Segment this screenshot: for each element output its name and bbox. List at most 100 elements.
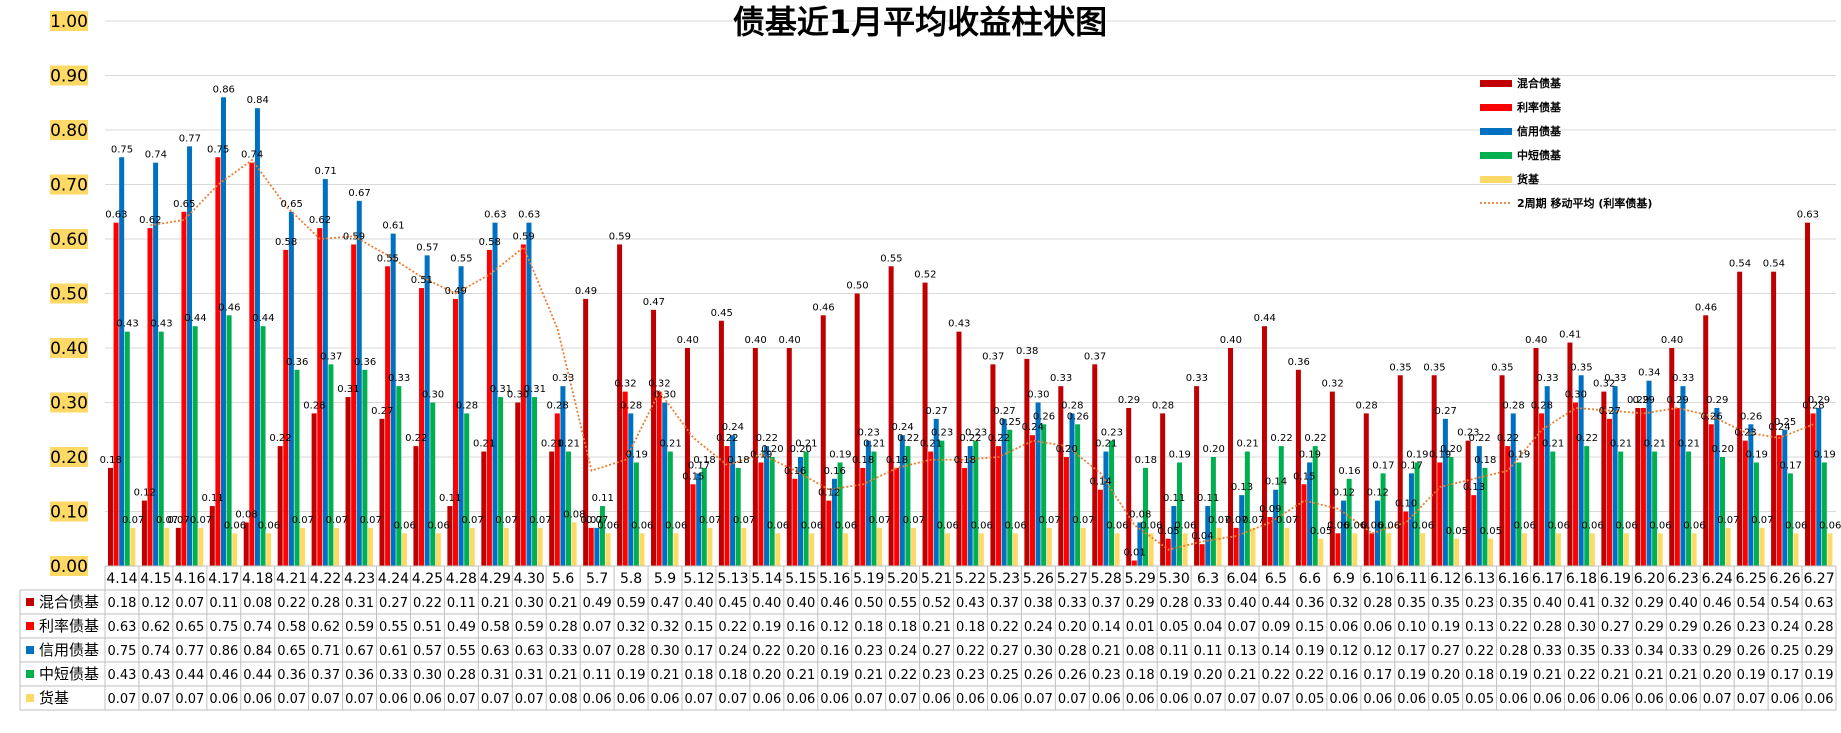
bar (1092, 364, 1098, 566)
bar (696, 473, 702, 566)
bar (888, 266, 894, 566)
ytick-label: 0.00 (50, 557, 88, 577)
table-cell: 0.21 (1228, 668, 1257, 683)
table-cell: 0.44 (243, 668, 272, 683)
data-label: 0.06 (1514, 520, 1536, 531)
data-label: 0.07 (1242, 515, 1264, 526)
category-label: 4.24 (378, 571, 409, 587)
data-label: 0.24 (1768, 422, 1790, 433)
table-cell: 0.07 (1261, 692, 1290, 707)
data-label: 0.21 (473, 439, 495, 450)
bar (1386, 533, 1392, 566)
bar (1284, 527, 1290, 566)
table-cell: 0.33 (1601, 644, 1630, 659)
bar (899, 435, 905, 566)
table-cell: 0.21 (549, 668, 578, 683)
data-label: 0.06 (665, 520, 687, 531)
table-cell: 0.35 (1499, 596, 1528, 611)
data-label: 0.06 (1174, 520, 1196, 531)
table-cell: 0.84 (243, 644, 272, 659)
bar (232, 533, 238, 566)
bar (741, 527, 747, 566)
bar (1420, 533, 1426, 566)
bar (1567, 342, 1573, 566)
table-cell: 0.06 (1601, 692, 1630, 707)
bar (1465, 440, 1471, 566)
bar (877, 527, 883, 566)
data-label: 0.26 (1700, 411, 1722, 422)
bar (1725, 527, 1731, 566)
bar (560, 386, 566, 566)
data-label: 0.20 (761, 444, 783, 455)
category-label: 6.24 (1702, 571, 1733, 587)
bar (1714, 407, 1720, 566)
bar (498, 397, 504, 566)
data-label: 0.15 (1293, 471, 1315, 482)
category-label: 6.13 (1464, 571, 1495, 587)
bar (1058, 386, 1064, 566)
bar (1589, 533, 1595, 566)
category-label: 5.6 (552, 571, 574, 587)
table-cell: 0.07 (277, 692, 306, 707)
data-label: 0.24 (722, 422, 744, 433)
data-label: 0.11 (592, 493, 614, 504)
bar (1380, 473, 1386, 566)
data-label: 0.57 (416, 242, 438, 253)
table-cell: 0.21 (922, 620, 951, 635)
table-cell: 0.07 (684, 692, 713, 707)
table-cell: 0.28 (311, 596, 340, 611)
bar (419, 288, 425, 566)
table-cell: 0.40 (786, 596, 815, 611)
category-label: 6.12 (1430, 571, 1461, 587)
table-cell: 0.51 (413, 620, 442, 635)
data-label: 0.06 (1344, 520, 1366, 531)
category-label: 6.11 (1396, 571, 1427, 587)
data-label: 0.17 (688, 460, 710, 471)
table-cell: 0.65 (277, 644, 306, 659)
table-cell: 0.07 (311, 692, 340, 707)
bar (503, 527, 509, 566)
table-series-key (26, 598, 34, 606)
bar (220, 97, 226, 567)
data-label: 0.06 (767, 520, 789, 531)
data-label: 0.62 (139, 215, 161, 226)
table-cell: 0.40 (1669, 596, 1698, 611)
category-label: 6.25 (1736, 571, 1767, 587)
data-label: 0.19 (1813, 449, 1835, 460)
bar (735, 467, 741, 566)
table-cell: 0.33 (1058, 596, 1087, 611)
data-label: 0.05 (1480, 526, 1502, 537)
data-label: 0.22 (756, 433, 778, 444)
bar (283, 249, 289, 566)
category-label: 4.21 (276, 571, 307, 587)
table-cell: 0.59 (345, 620, 374, 635)
ytick-highlight (50, 338, 88, 358)
bar (1454, 538, 1460, 566)
table-cell: 0.20 (1431, 668, 1460, 683)
bar (775, 533, 781, 566)
table-cell: 0.07 (1058, 692, 1087, 707)
data-label: 0.06 (971, 520, 993, 531)
bar (1516, 462, 1522, 566)
data-label: 0.06 (1615, 520, 1637, 531)
bar (820, 315, 826, 566)
table-cell: 0.43 (956, 596, 985, 611)
data-label: 0.31 (337, 384, 359, 395)
table-cell: 0.74 (141, 644, 170, 659)
bar (1046, 527, 1052, 566)
data-label: 0.15 (682, 471, 704, 482)
bar (1165, 538, 1171, 566)
data-label: 0.18 (693, 455, 715, 466)
table-series-key (26, 646, 34, 654)
data-label: 0.09 (1259, 504, 1281, 515)
ytick-label: 0.10 (50, 503, 88, 523)
table-cell: 0.06 (379, 692, 408, 707)
table-cell: 0.50 (854, 596, 883, 611)
table-cell: 0.13 (1465, 620, 1494, 635)
bar (1771, 271, 1777, 566)
bar (520, 244, 526, 566)
data-label: 0.35 (1389, 362, 1411, 373)
table-cell: 0.54 (1771, 596, 1800, 611)
data-label: 0.54 (1763, 259, 1785, 270)
bar (628, 413, 634, 566)
